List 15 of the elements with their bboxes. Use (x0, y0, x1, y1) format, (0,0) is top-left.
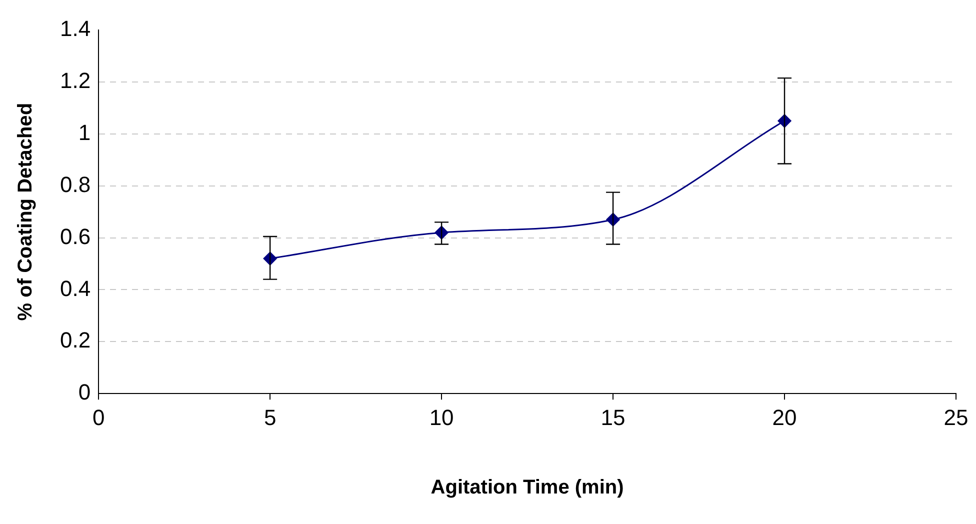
x-axis-title: Agitation Time (min) (430, 476, 624, 499)
x-tick-label: 10 (429, 404, 454, 430)
x-tick-label: 15 (600, 404, 626, 430)
y-tick-label: 1.4 (60, 16, 91, 42)
x-tick-label: 5 (264, 404, 276, 430)
y-tick-label: 1 (78, 120, 91, 145)
y-tick-label: 1.2 (60, 68, 91, 94)
y-tick-label: 0 (78, 380, 91, 405)
y-tick-label: 0.6 (60, 224, 91, 249)
y-tick-label: 0.4 (60, 276, 91, 301)
y-axis-title: % of Coating Detached (14, 102, 37, 321)
y-tick-label: 0.2 (60, 328, 91, 353)
y-tick-label: 0.8 (60, 172, 91, 197)
x-tick-label: 25 (944, 404, 968, 430)
x-tick-label: 20 (772, 404, 797, 430)
